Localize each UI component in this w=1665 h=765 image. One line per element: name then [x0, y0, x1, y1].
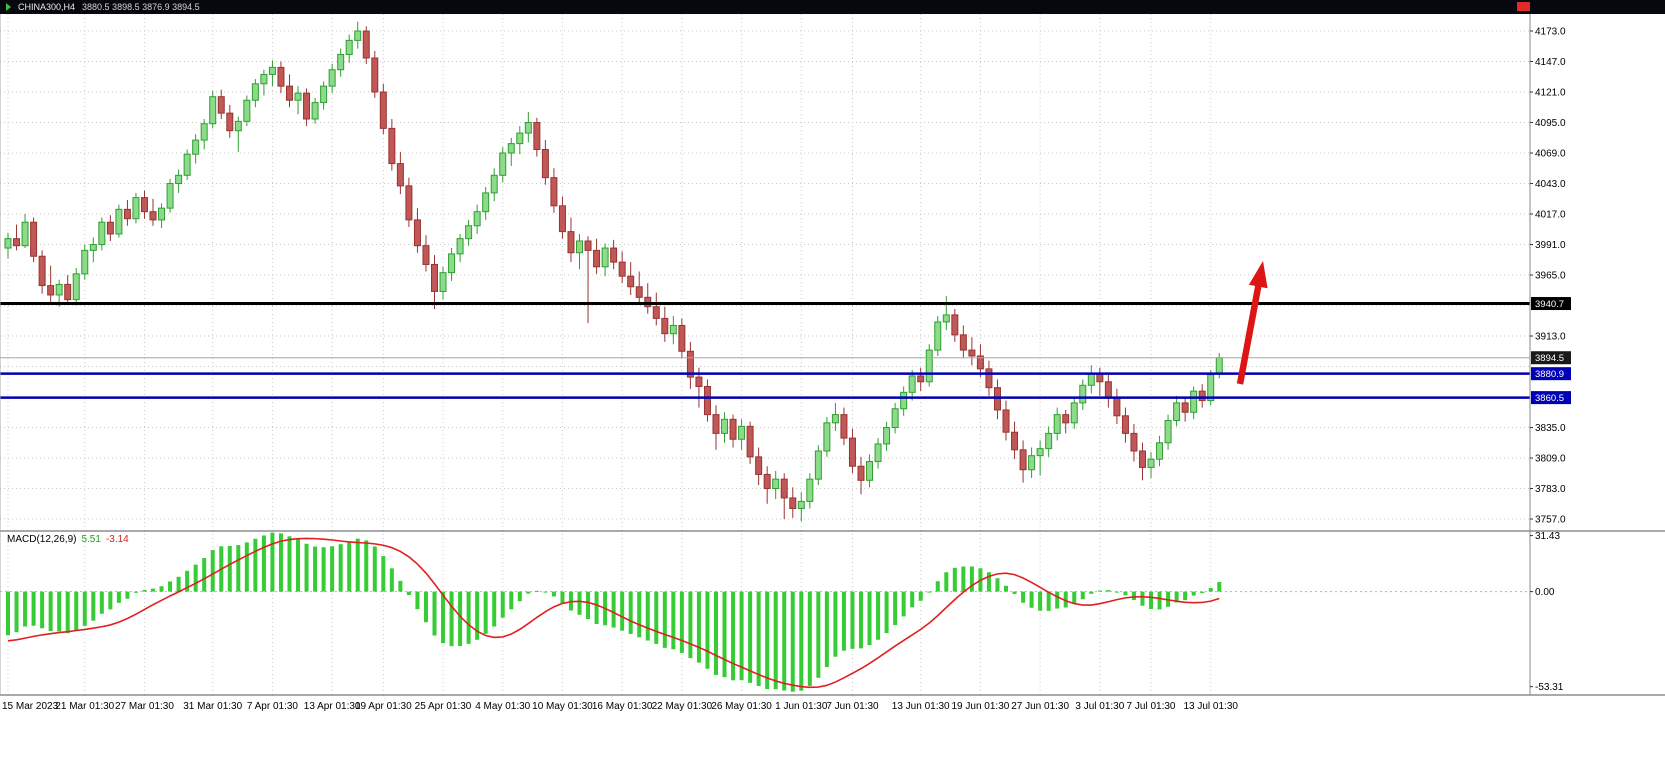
macd-indicator — [6, 532, 1222, 692]
svg-text:25 Apr 01:30: 25 Apr 01:30 — [415, 701, 472, 712]
symbol-title: CHINA300,H4 — [18, 2, 76, 12]
svg-text:27 Jun 01:30: 27 Jun 01:30 — [1011, 701, 1069, 712]
support-resistance-lines[interactable] — [0, 302, 1530, 399]
pane-borders — [0, 14, 1665, 696]
alert-indicator — [1517, 2, 1530, 11]
svg-text:4121.0: 4121.0 — [1535, 88, 1566, 99]
svg-text:27 Mar 01:30: 27 Mar 01:30 — [115, 701, 174, 712]
svg-text:3991.0: 3991.0 — [1535, 240, 1566, 251]
svg-text:0.00: 0.00 — [1535, 587, 1555, 598]
svg-text:31.43: 31.43 — [1535, 531, 1560, 542]
svg-text:3783.0: 3783.0 — [1535, 484, 1566, 495]
svg-text:3 Jul 01:30: 3 Jul 01:30 — [1075, 701, 1124, 712]
svg-text:4173.0: 4173.0 — [1535, 27, 1566, 38]
svg-text:26 May 01:30: 26 May 01:30 — [711, 701, 772, 712]
symbol-marker-icon — [6, 3, 11, 11]
svg-text:7 Apr 01:30: 7 Apr 01:30 — [247, 701, 299, 712]
svg-text:3894.5: 3894.5 — [1535, 353, 1564, 364]
svg-text:19 Jun 01:30: 19 Jun 01:30 — [952, 701, 1010, 712]
svg-text:7 Jun 01:30: 7 Jun 01:30 — [826, 701, 879, 712]
svg-text:3940.7: 3940.7 — [1535, 299, 1564, 310]
chart-header-bar: CHINA300,H4 3880.5 3898.5 3876.9 3894.5 — [0, 0, 1665, 14]
price-axis[interactable]: 4173.0 4147.0 4121.0 4095.0 4069.0 4043.0 4017… — [1530, 27, 1571, 526]
svg-text:3835.0: 3835.0 — [1535, 423, 1566, 434]
macd-main-value: 5.51 — [81, 534, 101, 545]
svg-text:7 Jul 01:30: 7 Jul 01:30 — [1127, 701, 1176, 712]
candlestick-series — [4, 21, 1223, 522]
svg-text:21 Mar 01:30: 21 Mar 01:30 — [55, 701, 114, 712]
svg-text:4095.0: 4095.0 — [1535, 118, 1566, 129]
svg-text:4147.0: 4147.0 — [1535, 57, 1566, 68]
svg-text:4 May 01:30: 4 May 01:30 — [475, 701, 530, 712]
svg-text:3860.5: 3860.5 — [1535, 393, 1564, 404]
svg-text:3880.9: 3880.9 — [1535, 369, 1564, 380]
svg-text:-53.31: -53.31 — [1535, 682, 1564, 693]
svg-text:3965.0: 3965.0 — [1535, 271, 1566, 282]
trend-arrow-annotation[interactable] — [1236, 261, 1268, 385]
ohlc-readout: 3880.5 3898.5 3876.9 3894.5 — [82, 2, 200, 12]
svg-text:13 Jun 01:30: 13 Jun 01:30 — [892, 701, 950, 712]
svg-text:19 Apr 01:30: 19 Apr 01:30 — [355, 701, 412, 712]
svg-text:3809.0: 3809.0 — [1535, 454, 1566, 465]
macd-name: MACD(12,26,9) — [7, 534, 77, 545]
svg-text:22 May 01:30: 22 May 01:30 — [652, 701, 713, 712]
svg-text:31 Mar 01:30: 31 Mar 01:30 — [183, 701, 242, 712]
svg-text:13 Apr 01:30: 13 Apr 01:30 — [304, 701, 361, 712]
svg-text:4017.0: 4017.0 — [1535, 210, 1566, 221]
svg-text:13 Jul 01:30: 13 Jul 01:30 — [1183, 701, 1238, 712]
svg-text:3913.0: 3913.0 — [1535, 332, 1566, 343]
svg-text:16 May 01:30: 16 May 01:30 — [592, 701, 653, 712]
svg-text:1 Jun 01:30: 1 Jun 01:30 — [775, 701, 828, 712]
svg-text:4069.0: 4069.0 — [1535, 149, 1566, 160]
svg-text:15 Mar 2023: 15 Mar 2023 — [2, 701, 59, 712]
svg-text:10 May 01:30: 10 May 01:30 — [532, 701, 593, 712]
svg-text:3757.0: 3757.0 — [1535, 515, 1566, 526]
macd-axis[interactable]: 31.43 0.00 -53.31 — [1530, 531, 1564, 693]
svg-text:4043.0: 4043.0 — [1535, 179, 1566, 190]
macd-label: MACD(12,26,9) 5.51 -3.14 — [7, 534, 129, 545]
macd-signal-value: -3.14 — [105, 534, 129, 545]
